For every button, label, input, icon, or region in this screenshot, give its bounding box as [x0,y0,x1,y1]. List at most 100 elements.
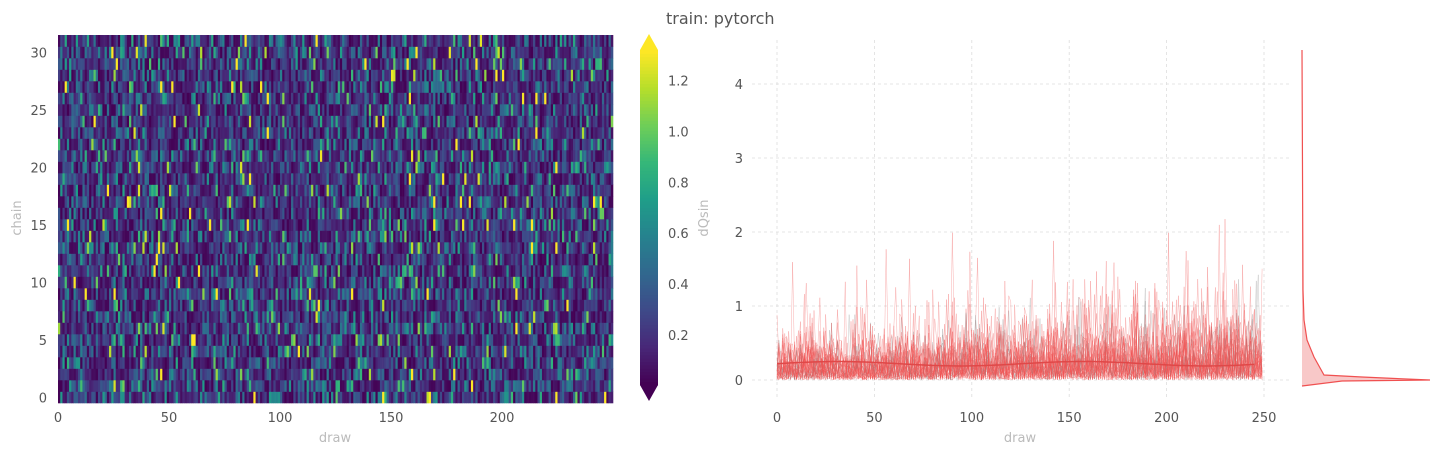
heatmap-cell [184,276,188,289]
heatmap-cell [277,299,281,312]
heatmap-cell [430,230,434,243]
heatmap-cell [426,391,430,404]
heatmap-cell [377,265,381,277]
heatmap-cell [404,184,407,197]
heatmap-cell [570,357,574,369]
heatmap-cell [337,184,341,197]
heatmap-cell [66,311,70,323]
heatmap-cell [137,207,141,220]
heatmap-cell [295,322,299,335]
heatmap-cell [222,299,225,312]
heatmap-cell [388,345,392,358]
heatmap-cell [430,299,434,312]
heatmap-cell [89,334,92,346]
heatmap-cell [586,288,589,300]
heatmap-cell [437,288,441,300]
heatmap-cell [577,265,580,277]
heatmap-cell [140,380,143,392]
heatmap-cell [177,219,181,231]
heatmap-cell [117,173,121,185]
heatmap-cell [142,196,145,208]
heatmap-cell [417,299,421,312]
heatmap-cell [477,207,481,220]
heatmap-cell [84,276,88,289]
heatmap-cell [191,242,194,254]
heatmap-cell [530,311,534,323]
heatmap-cell [242,299,245,312]
heatmap-cell [273,196,276,208]
heatmap-cell [553,357,556,369]
heatmap-cell [202,173,205,185]
heatmap-cell [140,345,143,358]
heatmap-cell [268,219,272,231]
heatmap-cell [208,265,212,277]
heatmap-cell [124,322,128,335]
heatmap-cell [459,242,463,254]
heatmap-cell [308,299,312,312]
heatmap-cell [86,276,90,289]
heatmap-cell [304,276,307,289]
heatmap-cell [395,288,398,300]
heatmap-cell [226,357,230,369]
heatmap-cell [564,173,567,185]
heatmap-cell [235,276,239,289]
heatmap-cell [371,230,374,243]
heatmap-cell [111,173,114,185]
heatmap-cell [162,334,165,346]
heatmap-cell [502,196,505,208]
heatmap-cell [344,265,347,277]
heatmap-cell [240,242,243,254]
heatmap-cell [100,196,103,208]
heatmap-cell [373,173,376,185]
heatmap-cell [266,265,270,277]
heatmap-cell [362,265,365,277]
heatmap-cell [388,242,392,254]
heatmap-cell [64,207,68,220]
heatmap-cell [581,311,585,323]
heatmap-cell [439,276,443,289]
heatmap-cell [135,299,139,312]
heatmap-cell [93,184,97,197]
heatmap-cell [593,288,596,300]
heatmap-cell [339,184,343,197]
heatmap-cell [593,276,596,289]
heatmap-cell [417,380,421,392]
heatmap-cell [102,230,105,243]
heatmap-cell [393,322,396,335]
heatmap-cell [608,253,612,266]
heatmap-cell [133,299,136,312]
heatmap-cell [344,311,347,323]
heatmap-cell [275,311,279,323]
heatmap-cell [246,311,250,323]
heatmap-cell [510,311,514,323]
heatmap-cell [257,322,261,335]
heatmap-cell [417,276,421,289]
heatmap-cell [291,253,294,266]
heatmap-cell [408,207,412,220]
heatmap-cell [550,265,554,277]
heatmap-cell [590,288,594,300]
heatmap-cell [610,230,614,243]
heatmap-cell [77,357,81,369]
heatmap-cell [71,219,74,231]
heatmap-cell [226,196,230,208]
heatmap-cell [69,299,72,312]
heatmap-cell [58,299,61,312]
heatmap-cell [359,368,363,381]
heatmap-cell [497,173,501,185]
heatmap-cell [104,173,108,185]
heatmap-cell [146,357,150,369]
heatmap-cell [599,173,603,185]
heatmap-cell [291,276,294,289]
heatmap-cell [333,299,336,312]
heatmap-cell [304,265,307,277]
heatmap-cell [484,219,487,231]
heatmap-cell [91,311,94,323]
heatmap-cell [391,368,394,381]
heatmap-cell [177,299,181,312]
heatmap-cell [437,265,441,277]
heatmap-cell [284,242,287,254]
heatmap-cell [291,334,294,346]
heatmap-cell [435,173,438,185]
heatmap-cell [155,196,159,208]
